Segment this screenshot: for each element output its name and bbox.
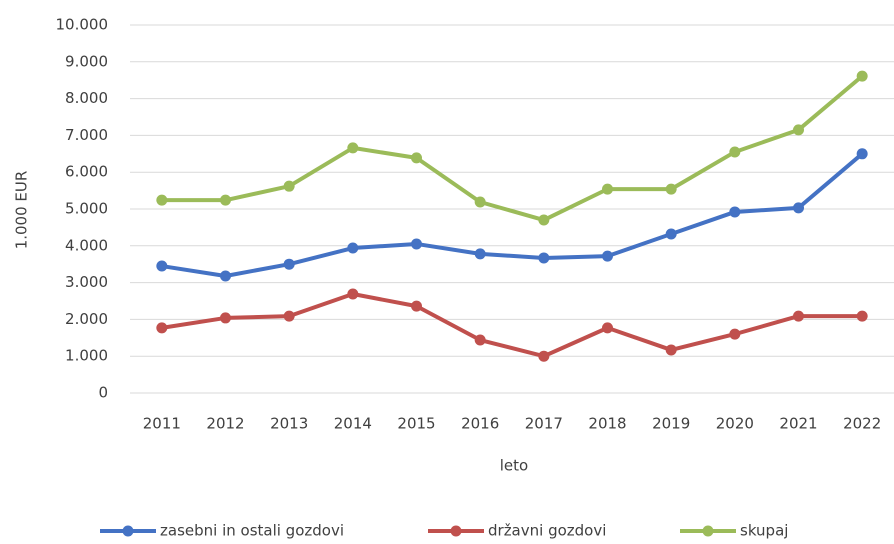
y-tick-label: 3.000 [65,273,108,291]
data-point [856,310,868,322]
y-tick-label: 0 [98,384,108,402]
data-point [602,183,613,195]
y-tick-label: 6.000 [65,163,108,181]
x-tick-label: 2015 [397,415,435,433]
y-tick-label: 4.000 [65,236,108,254]
data-point [156,322,168,334]
data-point [729,146,741,158]
series-line [161,74,864,223]
x-tick-label: 2012 [206,415,244,433]
data-point [283,180,295,192]
data-point [283,258,295,270]
data-point [347,142,359,154]
data-point [283,310,295,322]
data-point [411,238,422,250]
y-tick-label: 1.000 [65,347,108,365]
data-point [538,214,550,226]
series-line [161,152,864,278]
x-tick-label: 2021 [779,415,817,433]
x-tick-label: 2022 [843,415,881,433]
data-point [220,194,231,206]
x-tick-label: 2018 [588,415,626,433]
y-tick-label: 9.000 [65,52,108,70]
data-point [220,270,231,282]
data-point [220,312,231,324]
x-tick-label: 2017 [525,415,563,433]
data-point [729,328,741,340]
legend-label: zasebni in ostali gozdovi [160,522,344,540]
data-point [729,206,741,218]
y-tick-label: 7.000 [65,126,108,144]
data-point [665,344,677,356]
data-point [665,183,677,195]
data-point [856,148,868,160]
x-tick-label: 2013 [270,415,308,433]
x-axis-label: leto [500,457,528,475]
x-tick-label: 2019 [652,415,690,433]
data-point [474,196,486,208]
y-tick-label: 5.000 [65,200,108,218]
data-point [538,252,550,264]
data-point [665,228,677,240]
data-point [474,248,486,260]
data-point [156,260,168,272]
data-point [347,288,359,300]
data-point [793,202,804,214]
legend-label: skupaj [740,522,788,540]
legend-label: državni gozdovi [488,522,606,540]
data-point [474,334,486,346]
data-point [156,194,168,206]
legend-marker [122,525,134,537]
x-tick-label: 2011 [143,415,181,433]
data-point [411,152,422,164]
legend-marker [450,525,462,537]
y-axis-label: 1.000 EUR [13,171,31,250]
data-point [411,300,422,312]
data-point [856,70,868,82]
data-point [347,242,359,254]
x-tick-label: 2014 [334,415,372,433]
y-tick-label: 2.000 [65,310,108,328]
x-tick-label: 2020 [716,415,754,433]
y-tick-label: 8.000 [65,89,108,107]
series-line [161,292,863,359]
data-point [538,350,550,362]
legend-marker [702,525,714,537]
data-point [602,322,613,334]
x-tick-label: 2016 [461,415,499,433]
y-tick-label: 10.000 [56,16,109,34]
data-point [793,310,804,322]
data-point [602,250,613,262]
data-point [793,124,804,136]
